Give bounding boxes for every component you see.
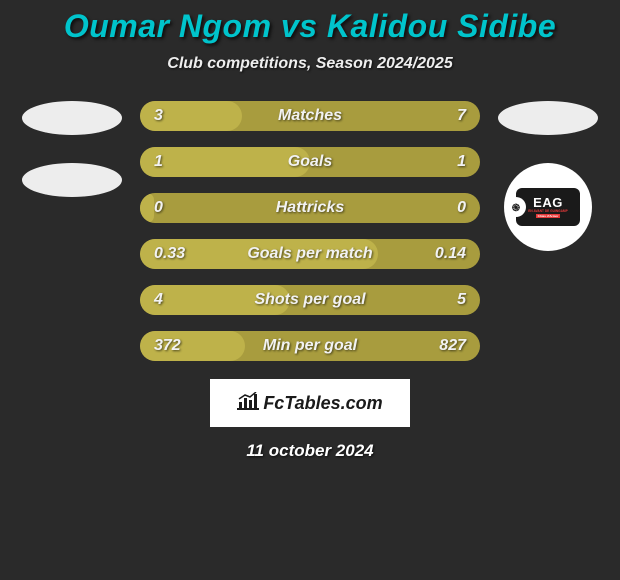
stat-bars: 3 Matches 7 1 Goals 1 0 Hattricks 0 0.33… bbox=[140, 101, 480, 361]
stat-left-value: 4 bbox=[154, 291, 163, 309]
stat-label: Hattricks bbox=[140, 199, 480, 217]
club-line2: Côtes d'Armor bbox=[536, 214, 561, 218]
stat-right-value: 1 bbox=[457, 153, 466, 171]
stat-bar: 0.33 Goals per match 0.14 bbox=[140, 239, 480, 269]
footer-logo-text: FcTables.com bbox=[263, 393, 382, 414]
stat-left-value: 1 bbox=[154, 153, 163, 171]
footer-logo: FcTables.com bbox=[210, 379, 410, 427]
stat-left-value: 372 bbox=[154, 337, 181, 355]
left-avatars bbox=[22, 101, 122, 197]
club-line1: EN AVANT DE GUINGAMP bbox=[528, 210, 567, 213]
stat-bar: 1 Goals 1 bbox=[140, 147, 480, 177]
stat-left-value: 3 bbox=[154, 107, 163, 125]
stat-right-value: 0.14 bbox=[435, 245, 466, 263]
chart-area: 3 Matches 7 1 Goals 1 0 Hattricks 0 0.33… bbox=[0, 101, 620, 361]
stat-bar-fill bbox=[140, 147, 310, 177]
stat-right-value: 7 bbox=[457, 107, 466, 125]
club-code: EAG bbox=[533, 196, 563, 209]
stat-right-value: 827 bbox=[439, 337, 466, 355]
stat-bar: 372 Min per goal 827 bbox=[140, 331, 480, 361]
stat-left-value: 0 bbox=[154, 199, 163, 217]
player-right-avatar bbox=[498, 101, 598, 135]
subtitle: Club competitions, Season 2024/2025 bbox=[167, 55, 452, 73]
stat-bar: 4 Shots per goal 5 bbox=[140, 285, 480, 315]
stat-bar: 3 Matches 7 bbox=[140, 101, 480, 131]
comparison-infographic: Oumar Ngom vs Kalidou Sidibe Club compet… bbox=[0, 0, 620, 580]
right-avatars: ֍ EAG EN AVANT DE GUINGAMP Côtes d'Armor bbox=[498, 101, 598, 251]
player-left-avatar bbox=[22, 101, 122, 135]
stat-right-value: 5 bbox=[457, 291, 466, 309]
stat-right-value: 0 bbox=[457, 199, 466, 217]
chart-icon bbox=[237, 392, 259, 415]
stat-bar: 0 Hattricks 0 bbox=[140, 193, 480, 223]
player-left-club-placeholder bbox=[22, 163, 122, 197]
club-logo-inner: ֍ EAG EN AVANT DE GUINGAMP Côtes d'Armor bbox=[516, 188, 580, 226]
footer-date: 11 october 2024 bbox=[246, 441, 373, 461]
club-triskele-icon: ֍ bbox=[506, 197, 526, 217]
stat-left-value: 0.33 bbox=[154, 245, 185, 263]
stat-bar-fill bbox=[140, 193, 154, 223]
player-right-club-logo: ֍ EAG EN AVANT DE GUINGAMP Côtes d'Armor bbox=[504, 163, 592, 251]
page-title: Oumar Ngom vs Kalidou Sidibe bbox=[64, 8, 556, 45]
